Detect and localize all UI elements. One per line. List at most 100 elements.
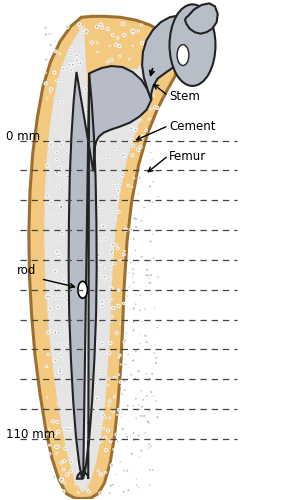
Point (60, 356, 64, 364)
Point (108, 437, 113, 445)
Point (65, 186, 70, 194)
Point (87, 72, 92, 80)
Point (91, 234, 96, 242)
Polygon shape (29, 16, 179, 498)
Point (48, 240, 53, 248)
Point (106, 426, 110, 434)
Point (144, 58, 149, 66)
Point (105, 152, 110, 160)
Point (121, 20, 125, 28)
Point (156, 167, 160, 175)
Point (69, 390, 74, 398)
Point (56, 182, 61, 190)
Point (53, 37, 58, 45)
Point (115, 438, 120, 446)
Point (94, 22, 99, 30)
Point (139, 446, 144, 454)
Point (56, 290, 61, 298)
Point (156, 192, 160, 200)
Point (142, 412, 146, 420)
Point (50, 327, 54, 335)
Point (130, 136, 134, 144)
Point (134, 223, 138, 231)
Point (85, 108, 89, 116)
Point (138, 64, 142, 72)
Point (98, 489, 102, 497)
Point (112, 392, 117, 400)
Point (62, 479, 67, 487)
Point (132, 214, 136, 222)
Point (108, 42, 112, 50)
Point (59, 210, 63, 218)
Point (143, 429, 147, 437)
Point (92, 302, 97, 310)
Point (58, 476, 63, 484)
Point (56, 281, 61, 289)
Point (140, 65, 145, 73)
Point (149, 388, 153, 396)
Point (57, 238, 61, 246)
Point (135, 145, 140, 153)
Point (55, 303, 60, 311)
Point (71, 90, 76, 98)
Point (114, 241, 119, 249)
Point (125, 292, 129, 300)
Point (156, 273, 160, 281)
Point (48, 88, 52, 96)
Point (114, 215, 119, 223)
Point (84, 27, 89, 35)
Point (55, 77, 59, 85)
Point (96, 467, 100, 475)
Point (55, 156, 59, 164)
Point (54, 276, 59, 284)
Point (130, 42, 135, 50)
Point (112, 240, 117, 248)
Point (104, 446, 108, 454)
Point (113, 106, 118, 114)
Point (73, 416, 77, 424)
Point (87, 488, 91, 496)
Point (118, 360, 123, 368)
Point (101, 264, 106, 272)
Point (142, 305, 147, 313)
Point (153, 340, 157, 348)
Point (117, 42, 122, 50)
Point (97, 368, 102, 376)
Point (127, 118, 131, 126)
Point (50, 312, 55, 320)
Point (64, 425, 69, 433)
Point (118, 378, 123, 386)
Point (80, 472, 84, 480)
Point (84, 230, 89, 238)
Point (122, 250, 126, 258)
Point (100, 340, 104, 347)
Point (74, 400, 79, 407)
Point (78, 78, 82, 86)
Circle shape (170, 4, 215, 86)
Point (85, 437, 89, 445)
Point (131, 402, 136, 410)
Point (53, 430, 57, 438)
Point (118, 458, 123, 466)
Point (111, 304, 115, 312)
Point (107, 402, 111, 409)
Point (57, 329, 61, 337)
Point (148, 279, 152, 287)
Point (120, 152, 124, 160)
Point (52, 113, 56, 121)
Point (138, 174, 142, 182)
Point (115, 329, 119, 337)
Point (120, 425, 125, 433)
Point (137, 114, 142, 122)
Point (116, 420, 121, 428)
Point (59, 459, 63, 467)
Point (56, 281, 61, 289)
Point (52, 113, 56, 121)
Point (127, 283, 132, 291)
Point (53, 356, 57, 364)
Point (78, 78, 82, 86)
Point (79, 438, 83, 446)
Point (127, 269, 132, 277)
Point (45, 94, 50, 102)
Point (106, 110, 111, 118)
